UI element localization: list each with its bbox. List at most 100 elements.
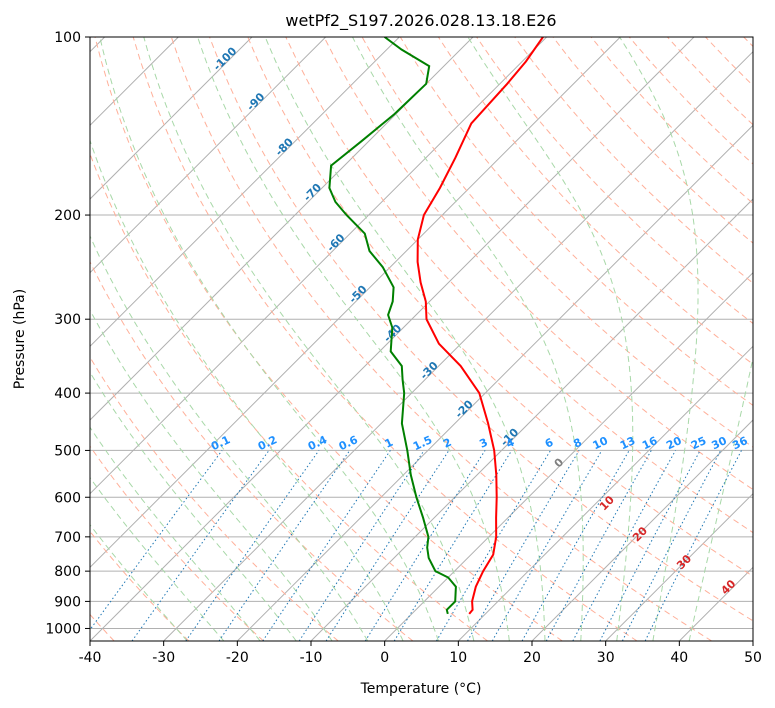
mixing-ratio-line (262, 450, 391, 641)
profile-series (328, 37, 544, 615)
y-tick-label: 200 (54, 208, 81, 224)
moist-adiabat-line (197, 37, 510, 641)
dry-adiabat-line (667, 37, 753, 126)
mixing-ratio-label: 6 (543, 436, 556, 451)
mixing-ratio-line (325, 450, 450, 641)
mixing-ratio-label: 25 (689, 434, 708, 452)
dry-adiabat-line (209, 37, 753, 622)
mixing-ratio-label: 13 (618, 434, 637, 452)
isotherm-label: -60 (324, 231, 347, 254)
y-tick-label: 800 (54, 564, 81, 580)
mixing-ratio-line (599, 450, 701, 641)
isotherm-line (752, 640, 753, 641)
isotherm-line (531, 419, 753, 641)
dry-adiabat-line (323, 37, 753, 491)
isotherm-label: -20 (453, 397, 476, 420)
isotherm-line (90, 37, 400, 348)
mixing-ratio-label: 36 (730, 434, 750, 452)
moist-adiabat-line (143, 37, 475, 641)
moist-adiabat-line (90, 476, 225, 641)
isotherm-label: -80 (273, 135, 296, 158)
y-tick-label: 100 (54, 30, 81, 46)
mixing-ratio-label: 20 (664, 434, 684, 452)
mixing-ratio-line (393, 450, 513, 641)
mixing-ratio-label: 10 (591, 434, 611, 452)
moist-adiabat-line (90, 309, 333, 641)
x-tick-label: 30 (597, 650, 615, 666)
x-tick-label: 20 (523, 650, 541, 666)
moist-adiabat-line (619, 37, 699, 641)
y-tick-label: 1000 (45, 622, 81, 638)
isotherm-label: -100 (211, 44, 240, 73)
x-tick-label: 0 (380, 650, 389, 666)
dry-adiabat-line (132, 37, 638, 641)
isotherm-line (457, 345, 753, 641)
dry-adiabat-line (170, 37, 712, 641)
isotherm-line (90, 37, 253, 200)
mixing-ratio-line (621, 450, 722, 641)
isotherm-line (90, 37, 548, 495)
mixing-ratio-line (131, 450, 270, 641)
dry-adiabat-line (90, 356, 339, 641)
isotherm-label: -90 (244, 90, 267, 113)
moist-adiabat-line (99, 37, 439, 641)
moist-adiabat-line (264, 37, 546, 641)
mixing-ratio-label: 16 (640, 434, 660, 452)
mixing-ratio-line (521, 450, 630, 641)
moist-adiabat-line (90, 523, 188, 641)
dry-adiabat-line (590, 37, 753, 205)
isotherm-line (90, 37, 621, 569)
y-tick-label: 400 (54, 386, 81, 402)
theta-e-label: 40 (718, 577, 738, 597)
plot-frame (89, 36, 754, 642)
mixing-ratio-line (218, 450, 351, 641)
dry-adiabat-line (90, 260, 414, 641)
x-tick-label: -30 (152, 650, 175, 666)
mixing-ratio-label: 2 (441, 436, 453, 451)
mixing-ratio-line (644, 450, 742, 641)
x-tick-label: 40 (670, 650, 688, 666)
y-tick-label: 900 (54, 594, 81, 610)
theta-e-label: 0 (552, 455, 567, 470)
mixing-ratio-line (185, 450, 320, 641)
y-axis-title: Pressure (hPa) (12, 289, 28, 389)
dry-adiabat-line (94, 37, 563, 641)
x-tick-label: 50 (744, 650, 762, 666)
isotherm-line (384, 271, 753, 641)
mixing-ratio-label: 30 (710, 434, 730, 452)
x-tick-label: -40 (79, 650, 102, 666)
isotherm-line (90, 37, 474, 421)
mixing-ratio-line (90, 450, 223, 631)
isotherm-line (90, 37, 327, 274)
x-tick-label: 10 (449, 650, 467, 666)
chart-title: wetPf2_S197.2026.028.13.18.E26 (285, 11, 556, 31)
dry-adiabat-line (476, 37, 753, 325)
moist-adiabat-line (688, 355, 753, 641)
isotherm-line (310, 198, 753, 641)
x-tick-label: -10 (300, 650, 323, 666)
mixing-ratio-line (545, 450, 652, 641)
background-lines (90, 37, 753, 641)
dewpoint-line (328, 37, 457, 615)
y-axis: 100 200 300 400 500 600 700 800 900 1000 (45, 30, 90, 638)
moist-adiabat-line (90, 426, 261, 641)
moist-adiabat-line (467, 37, 634, 641)
x-axis: -40 -30 -20 -10 0 10 20 30 40 50 (79, 641, 762, 666)
dry-adiabat-line (90, 445, 264, 641)
mixing-ratio-line (298, 450, 425, 641)
isotherm-label: -70 (301, 181, 324, 204)
dry-adiabat-line (285, 37, 753, 534)
mixing-ratio-line (572, 450, 676, 641)
dry-adiabat-line (90, 152, 488, 641)
dry-adiabat-line (437, 37, 753, 365)
mixing-ratio-line (364, 450, 486, 641)
isotherm-line (678, 566, 753, 641)
x-axis-title: Temperature (°C) (360, 681, 482, 697)
dry-adiabat-line (743, 37, 753, 48)
isotherm-line (163, 50, 753, 641)
x-tick-label: -20 (226, 650, 249, 666)
isotherm-line (236, 124, 753, 641)
moist-adiabat-line (90, 371, 297, 641)
moist-adiabat-line (90, 234, 369, 641)
isotherm-line (605, 492, 753, 641)
